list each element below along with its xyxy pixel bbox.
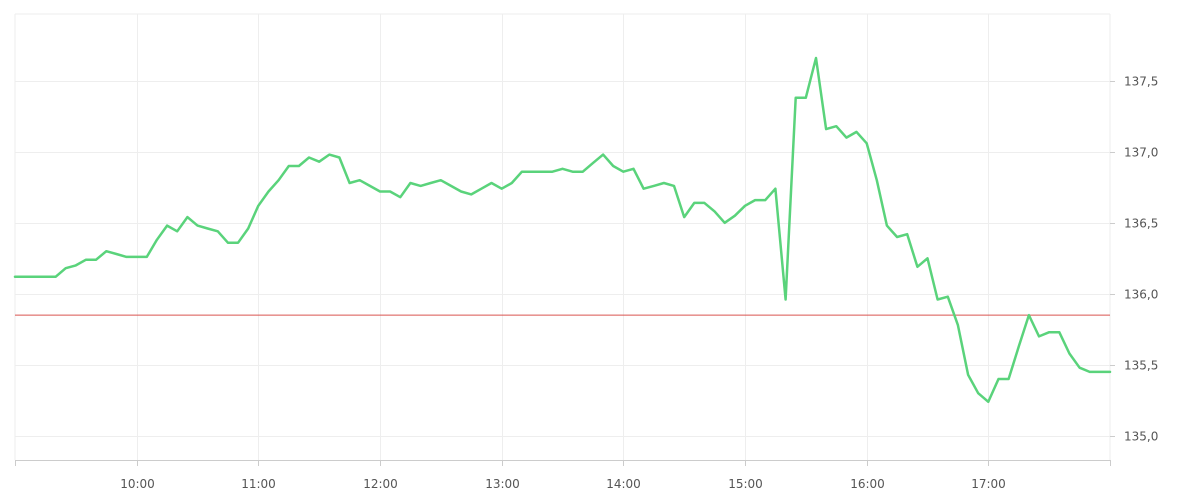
series-layer [13, 56, 1112, 404]
x-tick-label: 11:00 [241, 477, 276, 491]
y-tick-label: 135,5 [1124, 359, 1158, 373]
x-tick-label: 13:00 [485, 477, 520, 491]
x-tick-label: 14:00 [606, 477, 641, 491]
tick-labels: 135,0 135,5 136,0 136,5 137,0 137,5 10:00 11:00… [120, 75, 1158, 492]
y-tick-label: 137,5 [1124, 75, 1158, 89]
y-tick-label: 136,5 [1124, 217, 1158, 231]
grid [14, 13, 1111, 460]
x-tick-label: 15:00 [728, 477, 763, 491]
x-tick-label: 16:00 [850, 477, 885, 491]
x-tick-label: 12:00 [363, 477, 398, 491]
y-tick-label: 135,0 [1124, 430, 1158, 444]
x-tick-label: 17:00 [971, 477, 1006, 491]
y-tick-label: 137,0 [1124, 146, 1158, 160]
series-line-0 [13, 56, 1112, 404]
y-tick-label: 136,0 [1124, 288, 1158, 302]
axes [15, 81, 1115, 466]
x-tick-label: 10:00 [120, 477, 155, 491]
